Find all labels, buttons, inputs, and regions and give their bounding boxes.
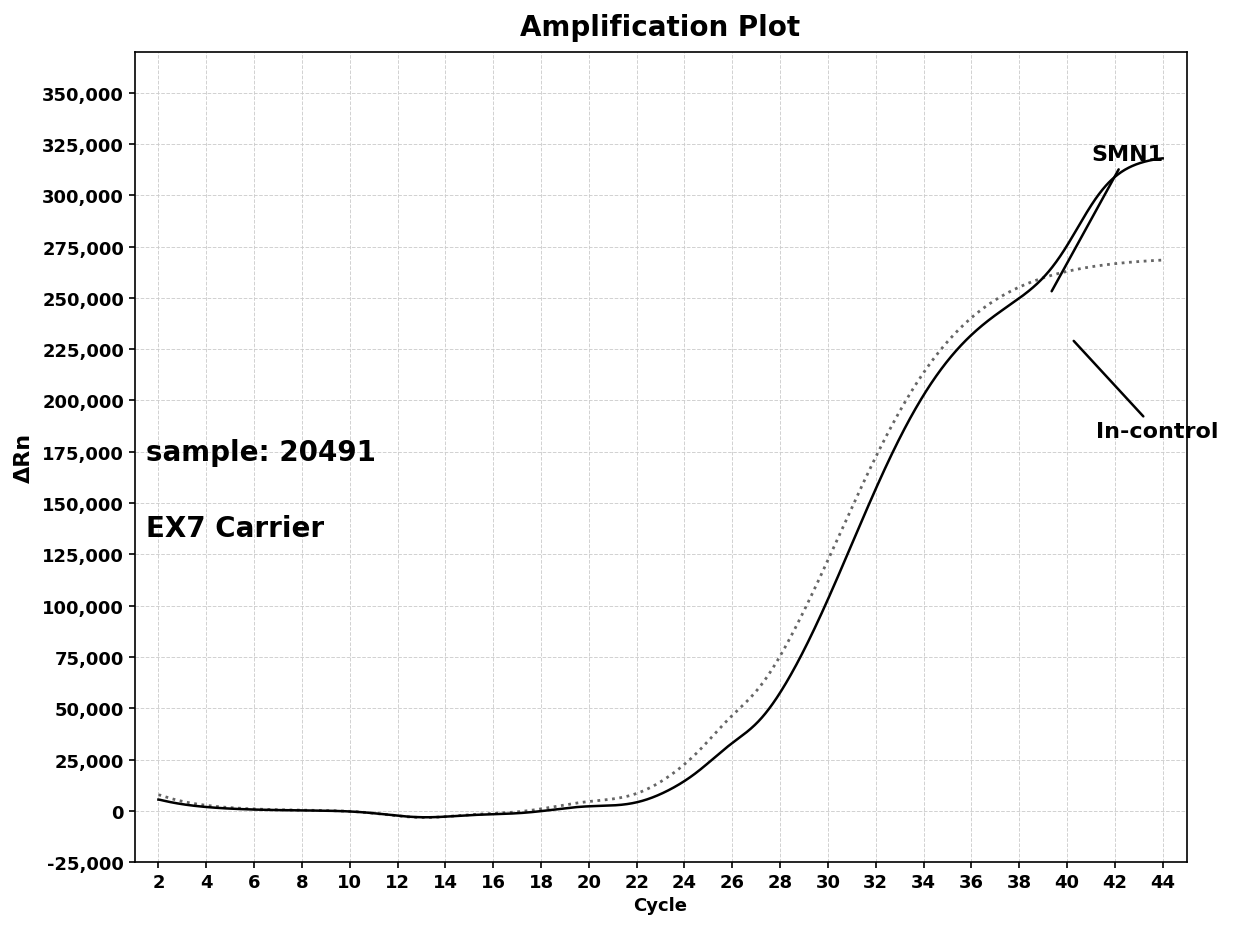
Y-axis label: ΔRn: ΔRn xyxy=(14,432,33,483)
Text: EX7 Carrier: EX7 Carrier xyxy=(146,514,325,542)
Title: Amplification Plot: Amplification Plot xyxy=(521,14,801,42)
X-axis label: Cycle: Cycle xyxy=(634,896,687,914)
Text: In-control: In-control xyxy=(1074,342,1218,442)
Text: sample: 20491: sample: 20491 xyxy=(146,438,377,466)
Text: SMN1: SMN1 xyxy=(1052,145,1163,292)
